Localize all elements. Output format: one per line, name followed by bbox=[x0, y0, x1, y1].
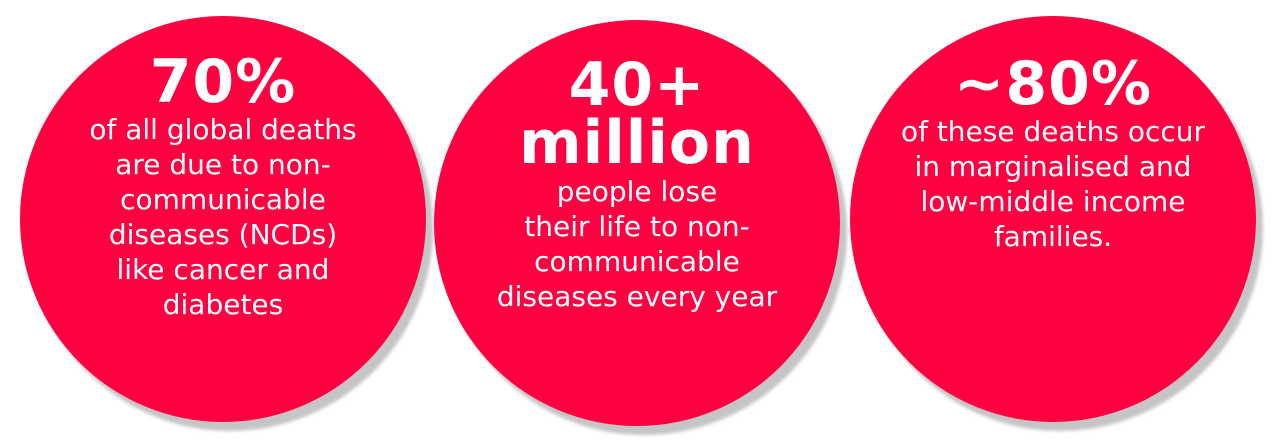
stat-circle-low-income-share: ~80% of these deaths occur in marginalis… bbox=[850, 16, 1256, 422]
stat-content: 70% of all global deaths are due to non-… bbox=[20, 47, 426, 322]
stat-figure: 40+ million bbox=[519, 50, 755, 178]
stat-circle-ncd-deaths: 70% of all global deaths are due to non-… bbox=[20, 16, 426, 422]
stat-description: of all global deaths are due to non- com… bbox=[89, 113, 357, 321]
stat-figure: 70% bbox=[149, 47, 297, 117]
stat-description: people lose their life to non- communica… bbox=[496, 175, 778, 313]
stat-description: of these deaths occur in marginalised an… bbox=[900, 115, 1206, 253]
stat-figure: ~80% bbox=[954, 49, 1152, 119]
stat-circle-people-lost: 40+ million people lose their life to no… bbox=[434, 20, 840, 426]
stat-content: 40+ million people lose their life to no… bbox=[434, 50, 840, 314]
stat-content: ~80% of these deaths occur in marginalis… bbox=[850, 49, 1256, 254]
